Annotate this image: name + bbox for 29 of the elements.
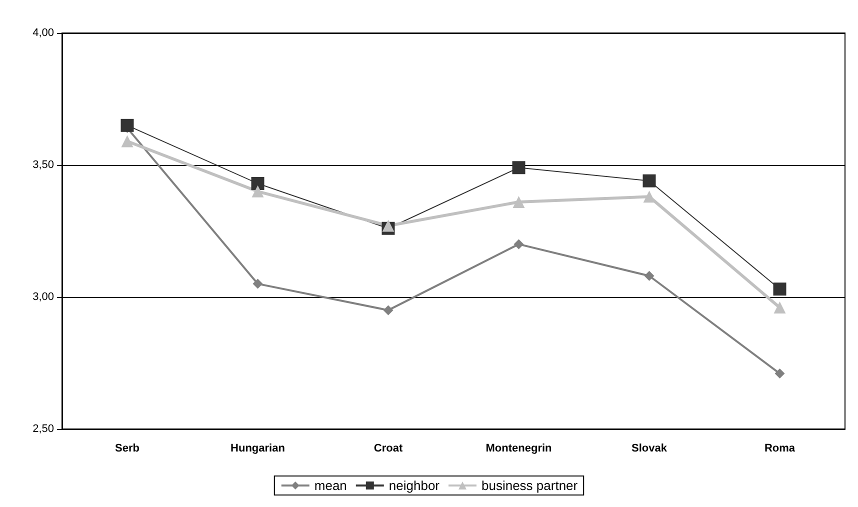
x-tick-label: Slovak <box>632 442 668 454</box>
point <box>251 176 264 190</box>
point <box>774 302 786 314</box>
point <box>382 220 394 232</box>
point <box>252 185 264 198</box>
point <box>773 282 786 296</box>
x-tick-label: Croat <box>374 442 403 454</box>
x-tick-label: Roma <box>764 442 796 454</box>
legend-label: neighbor <box>388 478 440 493</box>
y-tick-label: 3,50 <box>32 159 54 171</box>
point <box>383 305 394 316</box>
x-tick-label: Serb <box>115 442 140 454</box>
point <box>512 161 526 174</box>
point <box>514 239 524 250</box>
y-tick-label: 2,50 <box>32 423 54 435</box>
point <box>644 270 654 281</box>
x-tick-label: Montenegrin <box>486 442 552 454</box>
point <box>120 118 134 132</box>
y-tick-label: 3,00 <box>32 291 54 303</box>
point <box>121 135 134 148</box>
point <box>512 196 525 208</box>
x-tick-label: Hungarian <box>230 442 286 454</box>
point <box>643 190 656 203</box>
point <box>252 278 263 289</box>
y-tick-label: 4,00 <box>32 27 54 39</box>
legend-label: business partner <box>482 478 578 493</box>
point <box>642 174 656 188</box>
point <box>774 368 785 379</box>
legend-label: mean <box>314 478 347 493</box>
